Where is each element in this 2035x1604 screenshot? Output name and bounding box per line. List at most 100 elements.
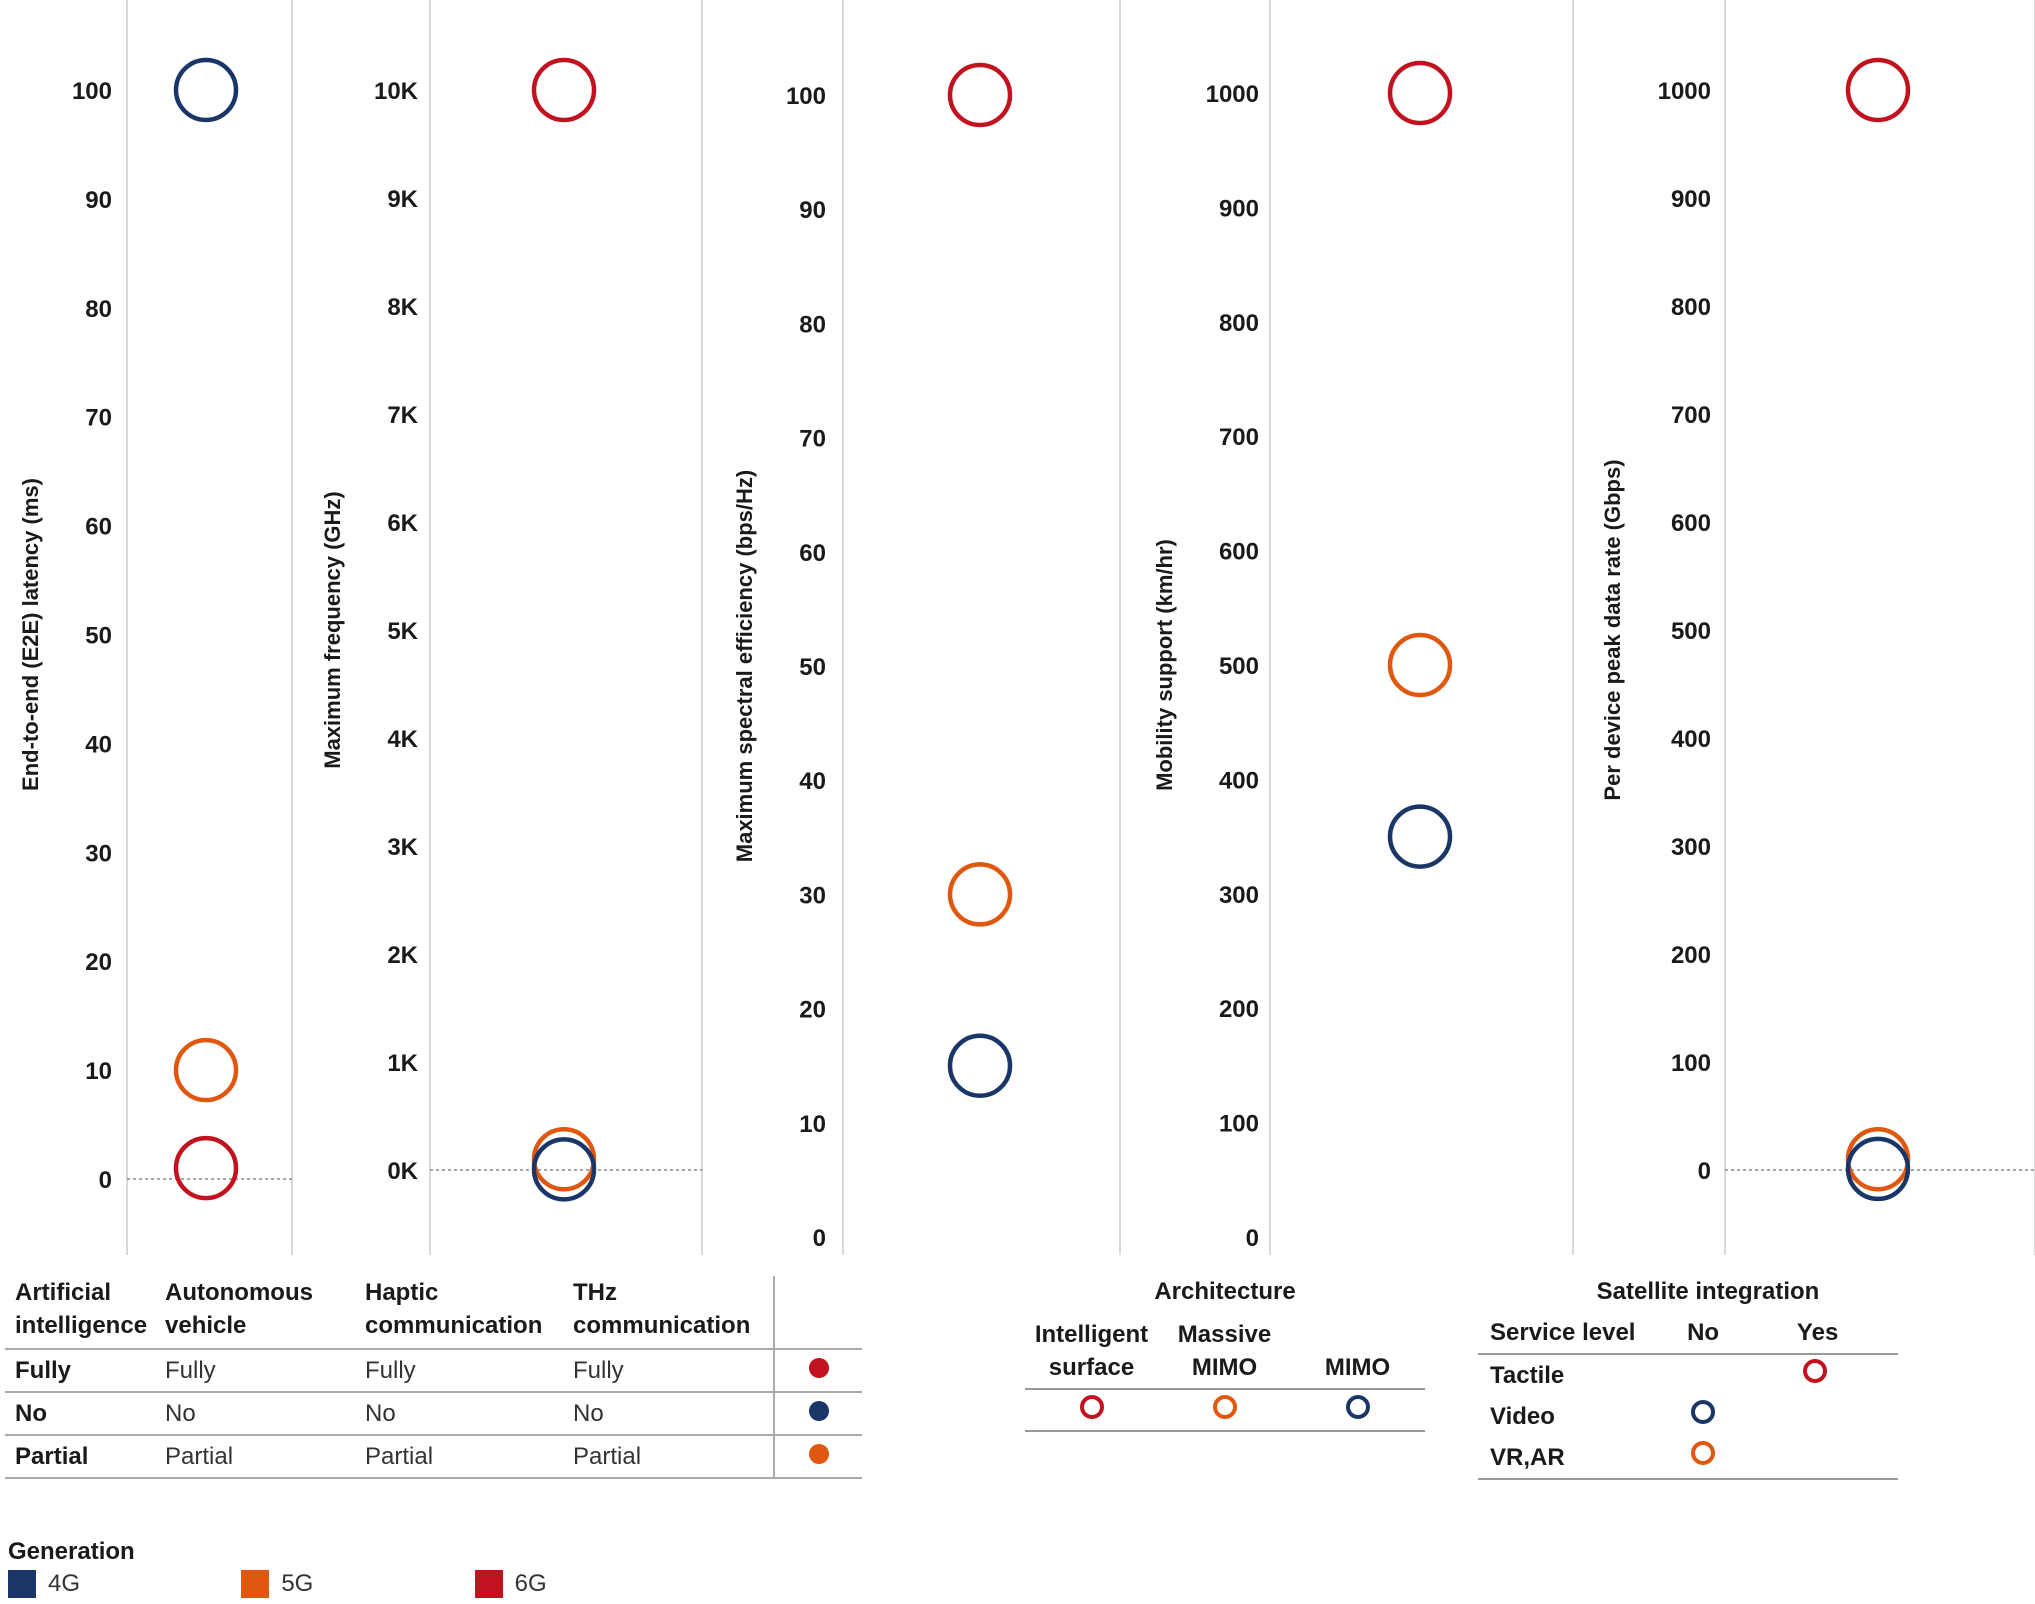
architecture-legend: Architecture Intelligent surface Massive MI… <box>1025 1278 1425 1432</box>
panel-5-axis-title: Per device peak data rate (Gbps) <box>1600 459 1625 800</box>
panel-1-axis-title: End-to-end (E2E) latency (ms) <box>18 478 43 791</box>
panel-4-tick-label: 900 <box>1219 195 1259 222</box>
feature-table: Artificial intelligence Autonomous vehic… <box>5 1276 862 1479</box>
feature-row-marker-cell <box>773 1349 862 1392</box>
panel-1-tick-label: 0 <box>99 1167 112 1194</box>
panel-2-tick-label: 9K <box>387 186 418 213</box>
satellite-col-yes: Yes <box>1796 1319 1839 1346</box>
generation-swatch <box>8 1570 36 1598</box>
panel-2-tick-label: 3K <box>387 834 418 861</box>
architecture-grid: Intelligent surface Massive MIMO MIMO <box>1025 1318 1425 1390</box>
architecture-label-line1: Massive <box>1177 1321 1272 1348</box>
panel-1-tick-label: 40 <box>85 731 112 758</box>
architecture-label-line2: surface <box>1048 1354 1135 1381</box>
panel-1-tick-label: 100 <box>72 78 112 105</box>
feature-cell: Fully <box>365 1357 416 1384</box>
feature-cell: No <box>165 1400 196 1427</box>
panel-1-point-4G <box>173 57 239 123</box>
panel-4-axis-title: Mobility support (km/hr) <box>1152 539 1177 791</box>
satellite-cell <box>1675 1437 1787 1479</box>
satellite-title: Satellite integration <box>1596 1278 1820 1305</box>
generation-legend: Generation 4G 5G 6G <box>8 1538 708 1598</box>
architecture-ring-4G <box>1345 1394 1370 1419</box>
feature-cell: No <box>365 1400 396 1427</box>
generation-label: 5G <box>281 1570 314 1597</box>
generation-title: Generation <box>8 1538 135 1565</box>
feature-cell: Partial <box>15 1443 89 1470</box>
feature-row-dot-5G <box>808 1444 829 1464</box>
architecture-item-label: Intelligent surface <box>1025 1318 1158 1388</box>
panel-3-tick-label: 40 <box>799 768 826 795</box>
panel-5-tick-label: 400 <box>1671 726 1711 753</box>
feature-cell: Partial <box>165 1443 234 1470</box>
panel-4-tick-label: 300 <box>1219 882 1259 909</box>
satellite-row-label: VR,AR <box>1490 1444 1565 1471</box>
satellite-table: Service level No Yes Tactile Video VR,AR <box>1478 1316 1898 1480</box>
feature-legend: Artificial intelligence Autonomous vehic… <box>5 1276 862 1479</box>
architecture-ring-5G <box>1212 1394 1237 1419</box>
header-ai: Artificial intelligence <box>15 1279 148 1339</box>
architecture-marker-cell <box>1291 1394 1424 1426</box>
satellite-row: Video <box>1478 1396 1898 1437</box>
panel-5-tick-label: 900 <box>1671 186 1711 213</box>
panel-4-point-6G <box>1387 60 1453 126</box>
panel-5-tick-label: 100 <box>1671 1050 1711 1077</box>
panel-1-point-5G <box>173 1037 239 1103</box>
satellite-cell <box>1675 1354 1787 1396</box>
feature-row-marker-cell <box>773 1435 862 1478</box>
panel-2-tick-label: 6K <box>387 510 418 537</box>
panel-5-point-6G <box>1845 57 1911 123</box>
header-thz: THz communication <box>573 1279 751 1339</box>
panel-3-tick-label: 20 <box>799 997 826 1024</box>
generation-item-6G: 6G <box>474 1570 708 1598</box>
panel-3-point-6G <box>947 62 1013 128</box>
header-autonomous-vehicle: Autonomous vehicle <box>165 1279 313 1339</box>
panel-3-tick-label: 80 <box>799 311 826 338</box>
panel-2-tick-label: 10K <box>374 78 419 105</box>
feature-row-marker-cell <box>773 1392 862 1435</box>
architecture-markers <box>1025 1390 1425 1432</box>
panel-2-tick-label: 2K <box>387 942 418 969</box>
generation-item-4G: 4G <box>8 1570 241 1598</box>
satellite-cell <box>1675 1396 1787 1437</box>
panel-3-tick-label: 100 <box>786 83 826 110</box>
generation-swatch <box>474 1570 503 1598</box>
satellite-row-label: Tactile <box>1490 1362 1565 1389</box>
panel-1-tick-label: 30 <box>85 840 112 867</box>
architecture-marker-cell <box>1158 1394 1291 1426</box>
panel-5-tick-label: 0 <box>1698 1158 1711 1185</box>
panel-3-tick-label: 10 <box>799 1111 826 1138</box>
panel-3-tick-label: 0 <box>813 1225 826 1252</box>
panel-4-point-4G <box>1387 804 1453 869</box>
feature-row-dot-4G <box>808 1401 829 1421</box>
panel-5-tick-label: 1000 <box>1658 78 1711 105</box>
panel-4-tick-label: 500 <box>1219 653 1259 680</box>
panel-1-tick-label: 20 <box>85 949 112 976</box>
panel-5-tick-label: 300 <box>1671 834 1711 861</box>
feature-cell: Partial <box>573 1443 642 1470</box>
generation-item-5G: 5G <box>241 1570 474 1598</box>
satellite-row-header: Service level <box>1490 1319 1636 1346</box>
panel-1-tick-label: 70 <box>85 405 112 432</box>
panel-5-tick-label: 600 <box>1671 510 1711 537</box>
panel-5-tick-label: 500 <box>1671 618 1711 645</box>
generation-label: 6G <box>514 1570 547 1597</box>
panel-1-point-6G <box>173 1135 239 1201</box>
architecture-item-label: MIMO <box>1291 1318 1424 1388</box>
feature-table-header: Artificial intelligence Autonomous vehic… <box>5 1276 862 1349</box>
panel-1-tick-label: 10 <box>85 1058 112 1085</box>
feature-cell: No <box>15 1400 47 1427</box>
header-haptic: Haptic communication <box>365 1279 543 1339</box>
panel-3-axis-title: Maximum spectral efficiency (bps/Hz) <box>732 470 757 862</box>
satellite-cell <box>1787 1396 1898 1437</box>
satellite-legend: Satellite integration Service level No Y… <box>1478 1278 1898 1480</box>
header-marker <box>773 1276 862 1349</box>
satellite-row: VR,AR <box>1478 1437 1898 1479</box>
feature-cell: Fully <box>15 1357 72 1384</box>
satellite-cell <box>1787 1354 1898 1396</box>
panel-3-tick-label: 90 <box>799 197 826 224</box>
panel-4-tick-label: 800 <box>1219 310 1259 337</box>
architecture-label-line1: Intelligent <box>1034 1321 1149 1348</box>
panel-4-tick-label: 600 <box>1219 539 1259 566</box>
